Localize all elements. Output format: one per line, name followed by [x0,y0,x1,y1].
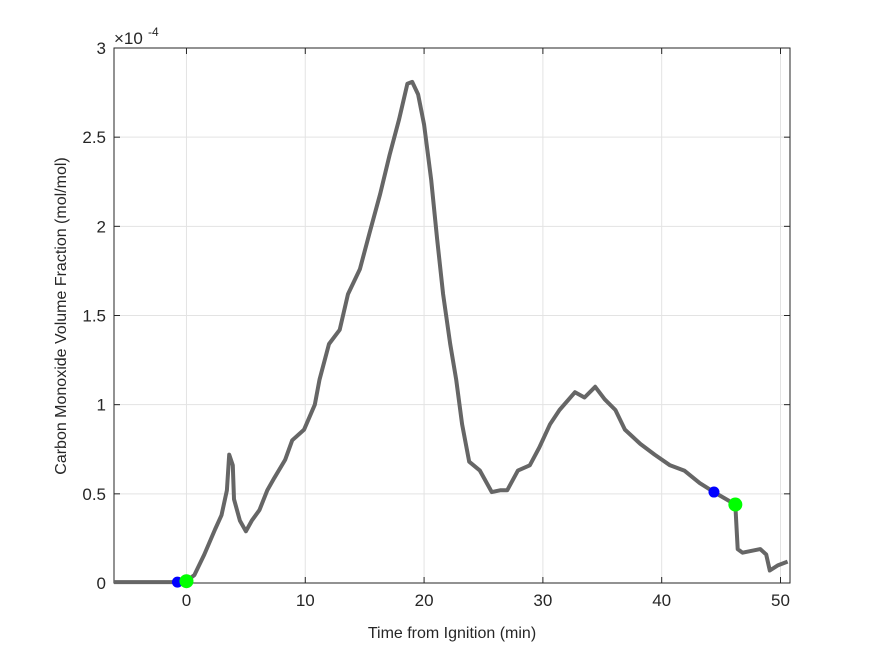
ticks: 0 10 20 30 40 50 0 0.5 1 1.5 2 2.5 3 [82,39,790,610]
co-series-line [114,79,789,585]
y-exponent-base: ×10 [114,29,143,48]
x-tick-label: 10 [296,591,315,610]
grid [114,47,790,584]
x-tick-label: 40 [652,591,671,610]
markers [171,486,743,589]
x-tick-label: 0 [182,591,191,610]
y-tick-label: 0.5 [82,485,106,504]
green-marker [179,574,194,589]
y-tick-label: 2 [97,217,106,236]
y-exponent-power: -4 [148,25,159,39]
y-tick-label: 2.5 [82,128,106,147]
y-tick-label: 0 [97,574,106,593]
x-tick-label: 30 [533,591,552,610]
x-axis-label: Time from Ignition (min) [368,625,536,642]
y-tick-label: 1 [97,396,106,415]
blue-marker [708,486,720,498]
y-axis-label: Carbon Monoxide Volume Fraction (mol/mol… [53,157,70,474]
y-tick-label: 3 [97,39,106,58]
y-tick-label: 1.5 [82,307,106,326]
x-tick-label: 20 [415,591,434,610]
x-tick-label: 50 [771,591,790,610]
green-marker [728,497,743,512]
